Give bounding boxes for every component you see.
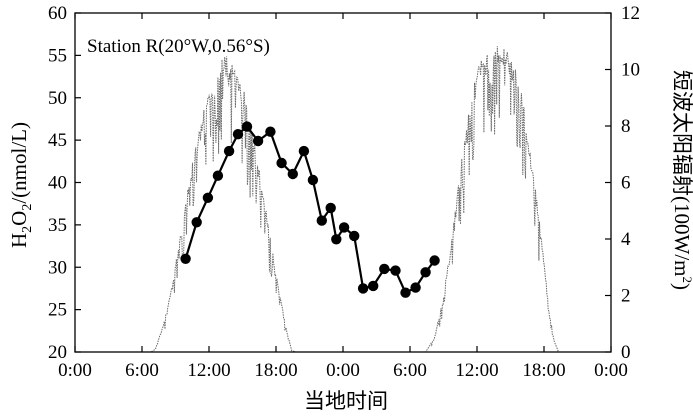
- y-left-tick-label: 30: [48, 257, 67, 278]
- x-axis-ticks: 0:00 6:00 12:00 18:00 0:00 6:00 12:00 18:00 0:00: [58, 13, 628, 381]
- h2o2-point: [316, 215, 327, 226]
- y-left-tick-label: 60: [48, 3, 67, 24]
- plot-frame: [74, 12, 612, 353]
- y-right-tick-label: 12: [621, 3, 640, 24]
- plot-border: [74, 12, 612, 353]
- y-right-title-sup: 2: [680, 276, 693, 283]
- radiation-trace-segment: [83, 56, 322, 353]
- h2o2-point: [331, 234, 342, 245]
- h2o2-point: [307, 174, 319, 186]
- x-tick-label: 6:00: [393, 360, 427, 381]
- y-right-tick-label: 4: [621, 229, 631, 250]
- x-tick-label: 12:00: [455, 360, 498, 381]
- h2o2-point: [232, 129, 244, 140]
- x-tick-label: 0:00: [594, 360, 628, 381]
- y-right-tick-label: 0: [621, 342, 631, 363]
- x-axis-title: 当地时间: [304, 389, 388, 413]
- h2o2-point: [410, 282, 421, 293]
- h2o2-point: [298, 145, 310, 157]
- x-tick-label: 0:00: [326, 360, 360, 381]
- y-left-tick-label: 55: [48, 45, 67, 66]
- y-left-title-base: H: [7, 233, 31, 248]
- h2o2-point: [338, 222, 350, 233]
- h2o2-point: [420, 267, 431, 278]
- y-left-tick-label: 20: [48, 342, 67, 363]
- h2o2-series: [180, 121, 440, 298]
- h2o2-point: [400, 287, 411, 298]
- x-tick-label: 6:00: [125, 360, 159, 381]
- h2o2-point: [349, 230, 360, 242]
- h2o2-point: [191, 217, 202, 228]
- h2o2-point: [276, 157, 287, 169]
- y-left-tick-label: 45: [48, 130, 67, 151]
- station-annotation: Station R(20°W,0.56°S): [87, 36, 270, 57]
- y-left-axis-title: H2O2/(nmol/L): [7, 122, 35, 248]
- h2o2-point: [223, 145, 235, 157]
- y-left-title-mid: O: [7, 211, 31, 226]
- h2o2-point: [265, 126, 276, 137]
- x-tick-label: 18:00: [254, 360, 297, 381]
- y-right-axis-ticks: 0 2 4 6 8 10 12: [605, 3, 640, 363]
- y-right-tick-label: 10: [621, 60, 640, 81]
- x-tick-label: 12:00: [187, 360, 230, 381]
- y-left-title-sub2: 2: [20, 204, 35, 211]
- y-left-axis-ticks: 20 25 30 35 40 45 50 55 60: [48, 3, 81, 363]
- y-left-tick-label: 40: [48, 173, 67, 194]
- h2o2-point: [368, 280, 379, 292]
- y-right-tick-label: 8: [621, 116, 631, 137]
- x-tick-label: 0:00: [58, 360, 92, 381]
- y-left-tick-label: 25: [48, 300, 67, 321]
- right-radiation-trace: [83, 46, 600, 353]
- h2o2-point: [180, 253, 191, 264]
- y-left-title-tail: /(nmol/L): [7, 122, 31, 204]
- y-right-tick-label: 6: [621, 173, 631, 194]
- y-right-title-text: 短波太阳辐射(100W/m: [670, 70, 693, 276]
- h2o2-point: [379, 263, 390, 275]
- h2o2-point: [390, 265, 401, 276]
- x-tick-label: 18:00: [522, 360, 565, 381]
- h2o2-point: [252, 135, 264, 147]
- h2o2-point: [287, 168, 298, 180]
- y-left-tick-label: 50: [48, 88, 67, 109]
- h2o2-point: [429, 255, 440, 266]
- h2o2-point: [202, 192, 214, 203]
- radiation-trace-segment: [329, 46, 600, 353]
- h2o2-point: [241, 121, 253, 132]
- h2o2-point: [325, 202, 336, 214]
- h2o2-point: [212, 170, 224, 181]
- y-left-tick-label: 35: [48, 215, 67, 236]
- y-right-title-close: ): [670, 283, 693, 290]
- y-right-tick-label: 2: [621, 286, 631, 307]
- y-right-axis-title: 短波太阳辐射(100W/m2): [670, 70, 693, 290]
- h2o2-point: [357, 283, 369, 294]
- y-left-title-sub1: 2: [20, 226, 35, 233]
